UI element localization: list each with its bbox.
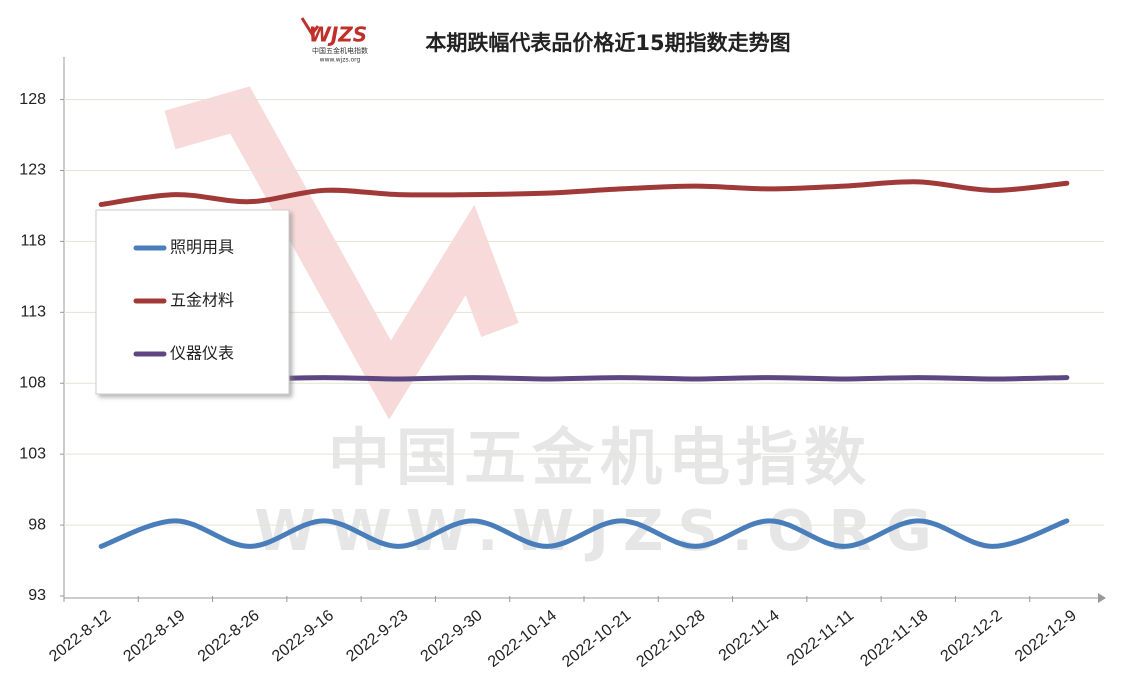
series-line — [98, 518, 1070, 549]
y-tick-label: 118 — [20, 233, 46, 250]
x-tick-label: 2022-9-23 — [343, 607, 411, 665]
logo: WJZS 中国五金机电指数 www.wjzs.org — [300, 17, 368, 64]
y-tick-label: 113 — [20, 304, 46, 321]
logo-arrow — [300, 17, 320, 37]
x-tick-label: 2022-12-9 — [1012, 607, 1080, 665]
x-tick-label: 2022-11-18 — [857, 607, 931, 670]
x-tick-label: 2022-8-19 — [121, 607, 189, 665]
x-tick-label: 2022-11-4 — [716, 607, 783, 665]
legend-label: 照明用具 — [170, 238, 234, 257]
x-tick-label: 2022-8-12 — [46, 607, 114, 665]
x-tick-label: 2022-11-11 — [784, 607, 857, 669]
chart-title: 本期跌幅代表品价格近15期指数走势图 — [425, 31, 790, 55]
x-tick-label: 2022-9-16 — [269, 607, 337, 665]
logo-url: www.wjzs.org — [320, 57, 361, 64]
y-tick-label: 108 — [19, 374, 46, 391]
legend-label: 仪器仪表 — [170, 344, 234, 363]
legend-box — [95, 209, 290, 395]
watermark-name: 中国五金机电指数 — [328, 421, 872, 494]
x-tick-label: 2022-12-2 — [938, 607, 1006, 665]
y-tick-label: 103 — [19, 445, 46, 462]
logo-name: 中国五金机电指数 — [312, 46, 368, 55]
x-tick-label: 2022-10-21 — [559, 607, 634, 671]
x-tick-label: 2022-9-30 — [418, 607, 486, 665]
y-tick-label: 123 — [19, 162, 46, 179]
legend-label: 五金材料 — [170, 291, 234, 310]
y-tick-label: 93 — [28, 587, 46, 604]
x-tick-label: 2022-10-28 — [634, 607, 709, 671]
y-tick-label: 128 — [19, 91, 46, 108]
series-line — [98, 179, 1070, 208]
x-axis-arrow — [1098, 593, 1106, 603]
y-tick-label: 98 — [28, 516, 46, 533]
x-tick-label: 2022-8-26 — [195, 607, 263, 665]
x-tick-label: 2022-10-14 — [485, 607, 560, 671]
